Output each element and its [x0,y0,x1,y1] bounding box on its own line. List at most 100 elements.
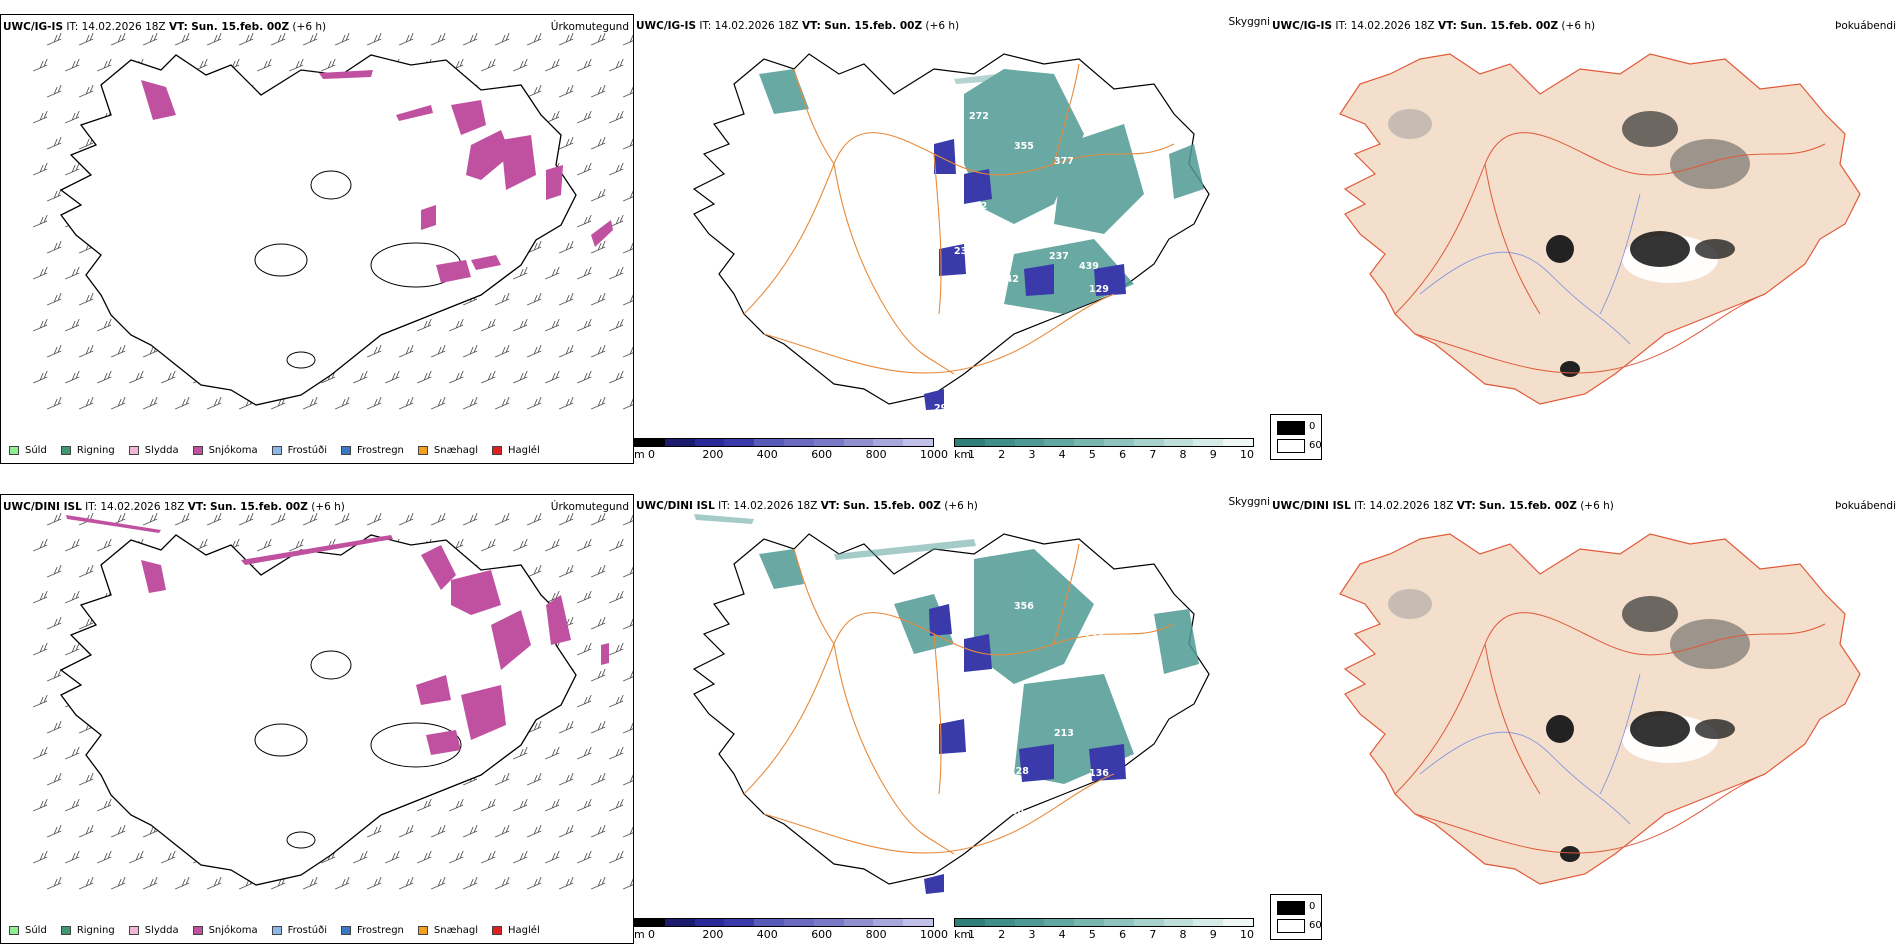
wind-barb [512,798,528,812]
wind-barb [32,694,48,708]
ceiling_bar-bar-segment [724,919,755,926]
wind-barb [608,318,624,332]
wind-barb [622,618,633,630]
wind-barb [576,746,592,760]
wind-barb [622,190,633,202]
cloud-base-label: 619 [1174,206,1194,217]
wind-barb [558,876,574,890]
precip-legend-swatch [492,445,503,455]
visibility_bar-tick-label: 2 [998,448,1006,461]
wind-barb [46,616,62,630]
wind-barb [576,538,592,552]
cloud-base-label: 393 [1164,686,1184,697]
wind-barb [46,136,62,150]
wind-barb [526,84,542,98]
wind-barb [558,32,574,46]
ceiling_bar-bar-segment [783,439,814,446]
wind-barb [398,344,414,358]
visibility_bar-bar-segment [984,919,1015,926]
wind-barb [512,746,528,760]
wind-barb [590,240,606,254]
fog-index-map [1339,533,1861,885]
precip-legend-label: Súld [25,924,47,936]
wind-barb [576,798,592,812]
ceiling_bar-bar-segment [783,919,814,926]
cloud-base-label: 128 [1009,766,1029,777]
wind-barb [590,512,606,526]
visibility_bar-tick-label: 5 [1088,928,1096,941]
fog-label: Þokuábendi [1835,20,1896,32]
visibility_bar-bar-segment [1193,919,1224,926]
wind-barb [576,850,592,864]
precip-legend-label: Frostregn [357,444,404,456]
wind-barb [78,84,94,98]
wind-barb [96,850,112,864]
visibility_bar-tick-label: 10 [1240,448,1254,461]
wind-barb [558,720,574,734]
cloud-base-label: 57 [894,156,907,167]
visibility_bar-tick-label: 3 [1028,928,1036,941]
wind-barb [64,370,80,384]
precip-legend-item: Frostregn [341,925,404,936]
wind-barb [46,396,62,410]
wind-barb [590,772,606,786]
wind-barb [494,772,510,786]
precip-legend-item: Snjókoma [192,445,258,456]
wind-barb [78,292,94,306]
cloud-base-label: 194 [974,724,994,735]
wind-barb [622,566,633,578]
wind-barb [206,396,222,410]
precip-legend-swatch [9,925,19,935]
wind-barb [622,86,633,98]
wind-barb [302,396,318,410]
visibility_bar-tick-label: 5 [1088,448,1096,461]
iceland-land [1339,533,1861,885]
precip-legend-label: Frostúði [287,444,327,456]
wind-barb [448,850,464,864]
ceiling_bar-bar-segment [903,439,933,446]
wind-barb [576,370,592,384]
wind-barb [288,58,304,72]
wind-barb [96,318,112,332]
iceland-outline [59,54,577,406]
ceiling_bar-bar-segment [873,919,904,926]
wind-barb [608,110,624,124]
wind-barb [608,642,624,656]
visibility_bar-tick-label: 10 [1240,928,1254,941]
wind-barb [256,538,272,552]
cloud-base-label: 142 [999,274,1019,285]
wind-barb [590,564,606,578]
visibility_bar-tick-label: 7 [1149,928,1157,941]
wind-barb [334,32,350,46]
wind-barb [78,772,94,786]
cloud-base-label: 145 [939,181,959,192]
cloud-base-label: 145 [944,671,964,682]
wind-barb [398,824,414,838]
ceiling_bar-tick-label: 600 [811,448,833,461]
cloud-base-label: 500 [1004,306,1024,317]
wind-barb [32,266,48,280]
wind-barb [558,512,574,526]
visibility_bar-bar-segment [1103,919,1134,926]
wind-barb [32,318,48,332]
visibility_bar-bar-segment [1133,919,1164,926]
cloud-base-label: 133 [909,741,929,752]
cloud-base-label: 439 [1079,261,1099,272]
wind-barb [512,538,528,552]
wind-barb [494,292,510,306]
wind-barb [462,344,478,358]
wind-barb [526,876,542,890]
wind-barb [78,564,94,578]
cloud-base-label: 377 [1054,156,1074,167]
precip-legend-label: Slydda [144,444,179,456]
fog-legend-60-label: 60 [1309,440,1322,451]
wind-barb [576,694,592,708]
wind-barb [142,396,158,410]
wind-barb [238,32,254,46]
precip-legend-swatch [271,925,282,935]
wind-barb [608,798,624,812]
wind-barb [302,32,318,46]
wind-barb [544,370,560,384]
wind-barb [608,58,624,72]
fog-shading [1388,589,1750,862]
